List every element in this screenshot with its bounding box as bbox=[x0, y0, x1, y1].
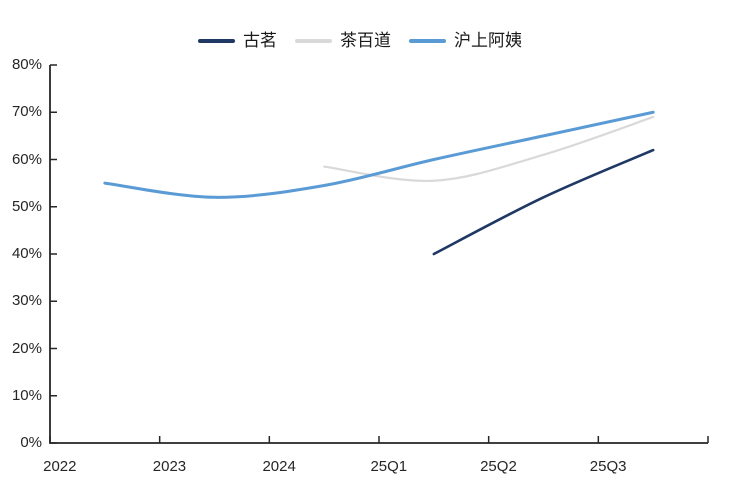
legend-label-chabaidao: 茶百道 bbox=[340, 31, 391, 50]
y-axis-label-20: 20% bbox=[11, 339, 42, 357]
legend-line-swatch-hushang-ayi bbox=[409, 39, 446, 44]
y-axis-label-30: 30% bbox=[11, 292, 42, 310]
y-axis-label-40: 40% bbox=[11, 245, 42, 262]
legend-item-chabaidao: 茶百道 bbox=[295, 31, 391, 51]
x-axis-label-25q2: 25Q2 bbox=[480, 458, 517, 475]
x-axis-label-25q3: 25Q3 bbox=[589, 458, 627, 475]
series-line-hushang-ayi bbox=[103, 110, 655, 199]
y-axis-label-60: 60% bbox=[11, 150, 42, 168]
legend-line-swatch-guming bbox=[198, 39, 235, 44]
y-axis-label-50: 50% bbox=[11, 197, 42, 215]
chart-legend: 古茗 茶百道 沪上阿姨 bbox=[0, 31, 746, 51]
series-line-guming bbox=[432, 148, 655, 256]
y-axis-label-0: 0% bbox=[20, 434, 42, 451]
legend-item-hushang-ayi: 沪上阿姨 bbox=[409, 31, 522, 51]
y-axis-label-10: 10% bbox=[11, 386, 42, 404]
y-axis-label-80: 80% bbox=[11, 56, 42, 73]
legend-label-guming: 古茗 bbox=[243, 31, 277, 50]
x-axis-label-2023: 2023 bbox=[152, 458, 187, 475]
x-axis-label-25q1: 25Q1 bbox=[370, 458, 408, 475]
x-axis-label-2024: 2024 bbox=[262, 458, 296, 475]
legend-label-hushang-ayi: 沪上阿姨 bbox=[454, 31, 522, 50]
y-axis-label-70: 70% bbox=[11, 103, 42, 121]
legend-item-guming: 古茗 bbox=[198, 31, 277, 51]
legend-line-swatch-chabaidao bbox=[295, 39, 332, 44]
x-axis-label-2022: 2022 bbox=[43, 458, 77, 475]
